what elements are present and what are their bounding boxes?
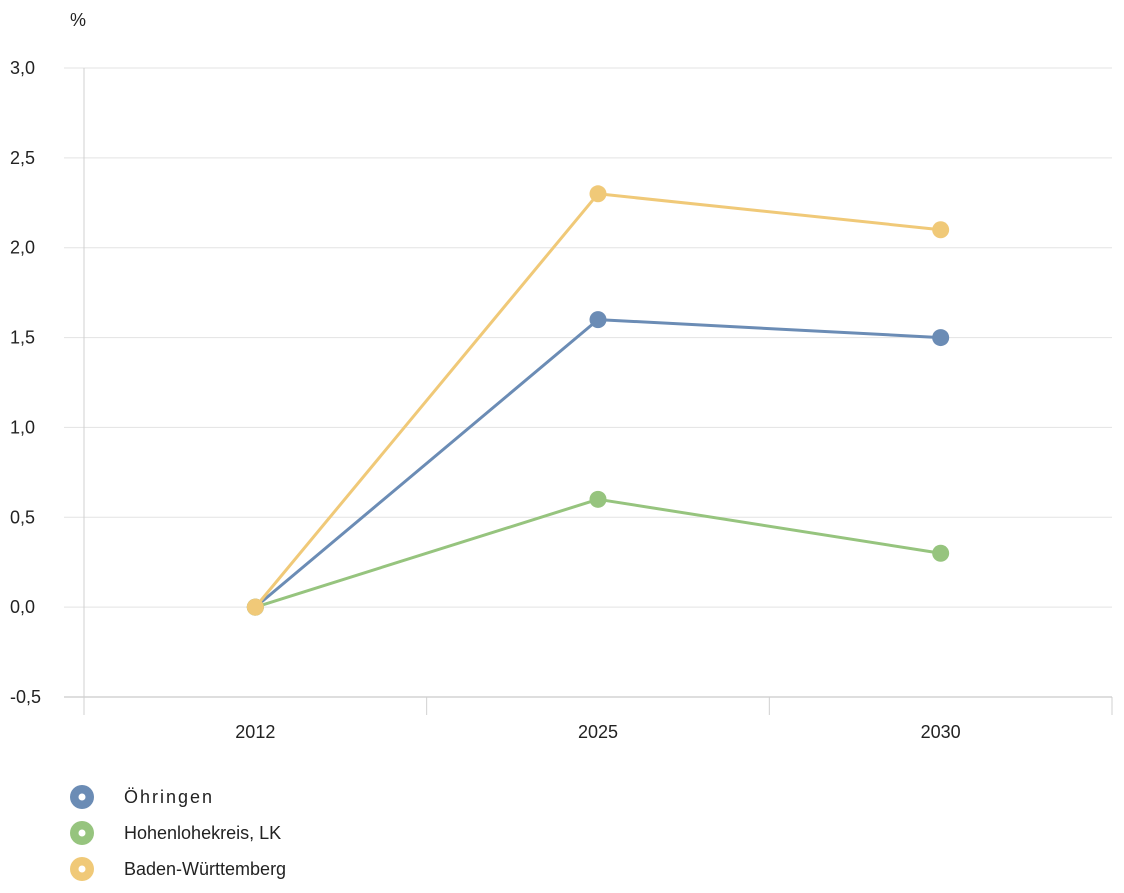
data-point[interactable] xyxy=(589,311,607,329)
y-tick-label: 1,5 xyxy=(10,328,35,348)
legend-item[interactable]: Hohenlohekreis, LK xyxy=(70,821,281,845)
y-tick-label: -0,5 xyxy=(10,687,41,707)
y-tick-label: 2,0 xyxy=(10,238,35,258)
data-point[interactable] xyxy=(589,185,607,203)
legend-item[interactable]: Baden-Württemberg xyxy=(70,857,286,881)
x-axis-tick-labels: 2012 2025 2030 xyxy=(235,722,960,742)
x-tick-label: 2025 xyxy=(578,722,618,742)
x-tick-label: 2012 xyxy=(235,722,275,742)
y-tick-label: 2,5 xyxy=(10,148,35,168)
y-tick-label: 3,0 xyxy=(10,58,35,78)
data-point[interactable] xyxy=(932,329,950,347)
legend-marker-dot xyxy=(78,829,86,837)
y-axis-tick-labels: 3,0 2,5 2,0 1,5 1,0 0,5 0,0 -0,5 xyxy=(10,58,41,707)
series-line xyxy=(254,192,941,609)
data-point[interactable] xyxy=(589,490,607,508)
legend-marker-dot xyxy=(78,865,86,873)
y-axis-unit-label: % xyxy=(70,10,86,30)
legend: Öhringen Hohenlohekreis, LK Baden-Württemb… xyxy=(70,785,286,881)
series-lines xyxy=(246,185,950,616)
data-point[interactable] xyxy=(932,544,950,562)
series-line xyxy=(254,318,941,609)
data-point[interactable] xyxy=(932,221,950,239)
legend-label: Hohenlohekreis, LK xyxy=(124,823,281,843)
gridlines xyxy=(64,67,1112,698)
series-line xyxy=(254,497,941,609)
axes xyxy=(83,68,1113,715)
legend-item[interactable]: Öhringen xyxy=(70,785,214,809)
y-tick-label: 0,0 xyxy=(10,597,35,617)
y-tick-label: 1,0 xyxy=(10,417,35,437)
legend-label: Öhringen xyxy=(124,787,214,807)
legend-label: Baden-Württemberg xyxy=(124,859,286,879)
legend-marker-dot xyxy=(78,793,86,801)
x-tick-label: 2030 xyxy=(921,722,961,742)
y-tick-label: 0,5 xyxy=(10,507,35,527)
data-point[interactable] xyxy=(246,598,264,616)
